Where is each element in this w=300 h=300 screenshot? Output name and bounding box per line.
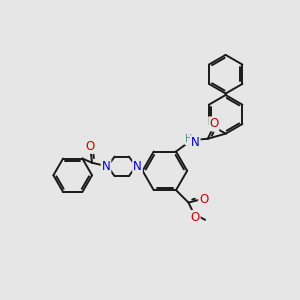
Text: H: H — [185, 134, 193, 144]
Text: O: O — [190, 211, 200, 224]
Text: N: N — [102, 160, 110, 173]
Text: N: N — [191, 136, 200, 149]
Text: O: O — [209, 117, 218, 130]
Text: O: O — [199, 193, 208, 206]
Text: N: N — [133, 160, 142, 173]
Text: O: O — [85, 140, 94, 153]
